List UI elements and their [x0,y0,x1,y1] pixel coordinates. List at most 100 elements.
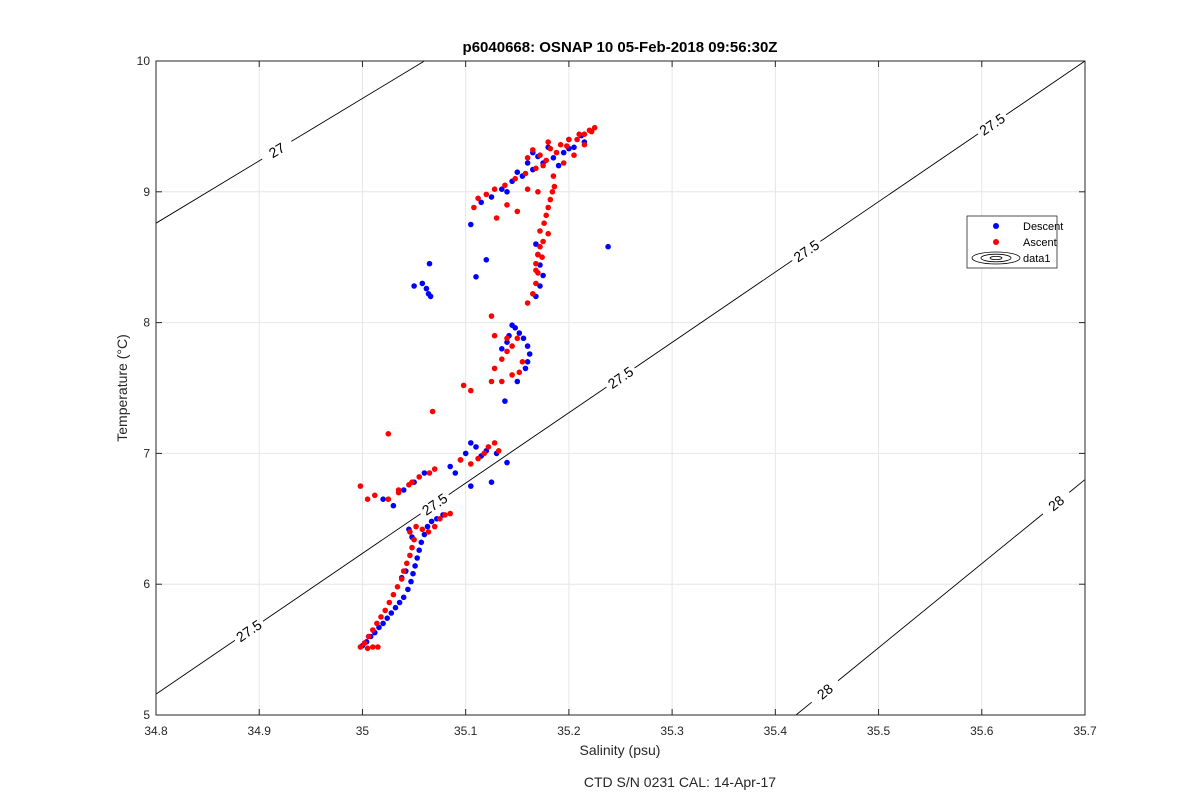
data-point-ascent [512,175,518,182]
data-point-ascent [390,591,397,598]
x-tick-label: 35.3 [660,724,684,738]
data-point-ascent [543,157,549,164]
data-point-ascent [533,165,539,172]
data-point-ascent [409,479,415,486]
data-point-ascent [488,378,495,385]
data-point-descent [421,531,428,538]
data-point-ascent [547,145,554,152]
legend-marker-descent [993,223,999,229]
data-point-descent [499,186,505,192]
data-point-descent [522,365,529,372]
data-point-descent [524,160,531,166]
data-point-descent [400,487,407,493]
contour-label: 28 [1045,492,1067,514]
data-point-ascent [545,204,551,211]
data-point-ascent [370,644,376,650]
contour-line-27 [291,60,425,142]
data-point-ascent [411,536,417,543]
y-tick-label: 6 [143,577,150,591]
data-point-descent [384,615,391,621]
data-point-ascent [509,372,515,378]
data-point-descent [452,470,459,476]
data-point-descent [405,586,411,593]
data-point-ascent [370,627,376,633]
data-point-descent [447,463,454,470]
data-point-descent [421,470,428,476]
data-point-descent [516,330,523,336]
data-point-descent [537,283,543,289]
data-point-ascent [357,483,364,489]
data-point-ascent [530,147,536,153]
data-point-descent [427,293,434,300]
data-point-descent [414,555,421,561]
data-point-ascent [364,496,371,503]
y-tick-label: 5 [143,708,150,722]
data-point-descent [410,570,416,577]
data-point-ascent [357,644,364,650]
data-point-ascent [522,170,529,177]
data-point-ascent [491,365,498,372]
data-point-descent [520,335,527,342]
data-point-descent [380,496,386,503]
data-point-descent [468,440,474,446]
data-point-ascent [549,189,556,195]
data-point-ascent [566,136,572,143]
data-point-ascent [514,335,521,342]
legend-label-ascent: Ascent [1023,237,1057,249]
data-point-ascent [394,584,401,590]
data-point-descent [502,398,508,404]
data-point-ascent [365,633,372,640]
data-point-ascent [524,155,531,161]
data-point-descent [524,343,531,349]
data-point-descent [560,149,567,156]
data-point-ascent [395,489,402,496]
data-point-ascent [457,457,464,463]
data-point-ascent [504,348,510,355]
data-point-ascent [499,356,505,363]
data-point-ascent [431,466,438,472]
x-tick-label: 35.5 [867,724,891,738]
contour-line-27-5 [155,639,236,695]
data-point-descent [473,274,479,280]
data-point-ascent [509,343,515,349]
data-point-ascent [468,461,474,467]
data-point-descent [483,257,490,263]
x-tick-label: 35.1 [454,724,478,738]
y-axis-label: Temperature (°C) [114,334,130,442]
data-point-ascent [386,599,393,606]
data-point-descent [392,604,399,611]
data-point-ascent [535,189,541,195]
data-point-ascent [437,516,443,522]
legend-marker-ascent [993,239,999,245]
data-point-ascent [481,450,488,457]
data-point-descent [524,359,531,365]
data-point-ascent [491,440,498,446]
data-point-ascent [553,149,560,156]
data-point-ascent [537,228,543,234]
data-point-ascent [533,260,539,267]
data-point-ascent [471,204,477,211]
data-point-ascent [516,369,523,376]
data-point-descent [412,563,418,569]
data-point-ascent [543,212,549,219]
data-point-descent [462,450,469,457]
data-point-ascent [514,208,521,215]
data-point-descent [426,260,433,267]
data-point-ascent [504,335,510,342]
contour-label: 27.5 [605,363,637,392]
data-point-descent [419,280,426,287]
data-point-ascent [576,131,582,137]
data-point-descent [526,351,533,357]
legend-label-data1: data1 [1023,253,1051,265]
data-point-ascent [485,444,492,450]
data-point-ascent [539,254,545,260]
legend-contour-icon [971,251,1021,265]
data-point-ascent [374,620,380,627]
data-point-ascent [407,552,413,559]
data-point-ascent [442,512,448,518]
data-point-ascent [533,280,539,287]
data-point-ascent [547,196,554,203]
chart-title: p6040668: OSNAP 10 05-Feb-2018 09:56:30Z [463,39,778,56]
data-point-descent [428,518,435,525]
y-tick-label: 10 [137,54,151,68]
